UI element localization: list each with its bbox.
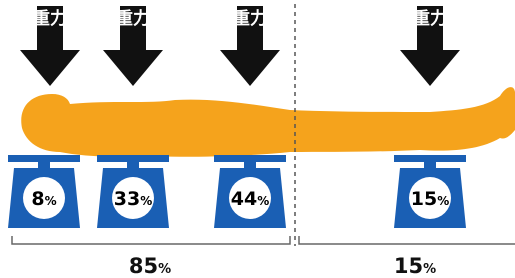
arrow-label: 重力 [116, 8, 150, 29]
label-part: 8 [31, 188, 44, 210]
label-part: % [437, 194, 449, 208]
label-part: % [45, 194, 57, 208]
arrow-label: 重力 [33, 8, 67, 29]
gravity-arrow: 重力 [103, 6, 163, 86]
total-label: 85% [129, 254, 171, 278]
gravity-arrow: 重力 [400, 6, 460, 86]
bracket-left [12, 236, 290, 244]
label-part: % [140, 194, 152, 208]
total-label: 15% [394, 254, 436, 278]
scale: 8% [8, 155, 80, 228]
scale: 15% [394, 155, 466, 228]
label-part: % [423, 262, 436, 277]
label-part: 44 [231, 188, 257, 210]
scale: 33% [97, 155, 169, 228]
label-part: 15 [411, 188, 437, 210]
label-part: % [158, 262, 171, 277]
label-part: 15 [394, 254, 423, 278]
arrow-label: 重力 [233, 8, 267, 29]
label-part: 85 [129, 254, 158, 278]
label-part: 33 [114, 188, 140, 210]
brackets [12, 236, 515, 244]
body-silhouette [21, 87, 515, 157]
scale: 44% [214, 155, 286, 228]
bracket-right [299, 236, 515, 244]
gravity-arrow: 重力 [20, 6, 80, 86]
arrow-label: 重力 [413, 8, 447, 29]
gravity-arrow: 重力 [220, 6, 280, 86]
arrows: 重力 重力 重力 重力 [20, 6, 460, 86]
weight-diagram: 重力 重力 重力 重力 8% 33% 44% 15% 85% 15% [0, 0, 515, 278]
label-part: % [257, 194, 269, 208]
scales: 8% 33% 44% 15% [8, 155, 466, 228]
